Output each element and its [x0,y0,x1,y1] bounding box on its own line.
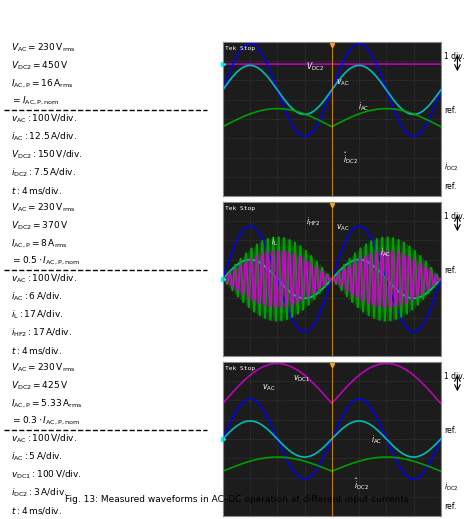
Text: Tek Stop: Tek Stop [225,366,255,371]
Text: $v_{\mathrm{AC}}$: $v_{\mathrm{AC}}$ [336,223,350,233]
Text: $v_{\mathrm{AC}}\mathrm{: 100\,V/div.}$: $v_{\mathrm{AC}}\mathrm{: 100\,V/div.}$ [11,113,77,125]
Text: $i_{\mathrm{HF2}}$: $i_{\mathrm{HF2}}$ [306,216,320,228]
Text: $= 0.3 \cdot I_{\mathrm{AC,P,nom}}$: $= 0.3 \cdot I_{\mathrm{AC,P,nom}}$ [11,415,80,427]
Text: $i_{\mathrm{DC2}}\mathrm{: 3\,A/div.}$: $i_{\mathrm{DC2}}\mathrm{: 3\,A/div.}$ [11,486,67,499]
Text: $V_{\mathrm{AC}} = 230\,\mathrm{V_{rms}}$: $V_{\mathrm{AC}} = 230\,\mathrm{V_{rms}}… [11,201,76,214]
Text: $v_{\mathrm{DC1}}\mathrm{: 100\,V/div.}$: $v_{\mathrm{DC1}}\mathrm{: 100\,V/div.}$ [11,468,82,481]
Text: $V_{\mathrm{AC}} = 230\,\mathrm{V_{rms}}$: $V_{\mathrm{AC}} = 230\,\mathrm{V_{rms}}… [11,362,76,374]
Text: $V_{\mathrm{DC2}} = 425\,\mathrm{V}$: $V_{\mathrm{DC2}} = 425\,\mathrm{V}$ [11,379,68,392]
Text: 1 div.: 1 div. [444,52,465,61]
Text: $v_{\mathrm{AC}}$: $v_{\mathrm{AC}}$ [336,78,350,88]
Text: 1 div.: 1 div. [444,212,465,221]
Text: $i_{\mathrm{AC}}$: $i_{\mathrm{AC}}$ [371,433,382,446]
Text: $v_{\mathrm{AC}}\mathrm{: 100\,V/div.}$: $v_{\mathrm{AC}}\mathrm{: 100\,V/div.}$ [11,272,77,285]
Text: Tek Stop: Tek Stop [225,46,255,51]
Text: $i_{\mathrm{DC2}}$: $i_{\mathrm{DC2}}$ [444,161,459,173]
Text: $i_{\mathrm{L}}\mathrm{: 17\,A/div.}$: $i_{\mathrm{L}}\mathrm{: 17\,A/div.}$ [11,308,63,321]
Text: ref.: ref. [444,427,456,435]
Text: $V_{\mathrm{DC2}}\mathrm{: 150\,V/div.}$: $V_{\mathrm{DC2}}\mathrm{: 150\,V/div.}$ [11,148,82,161]
Text: ref.: ref. [444,106,456,115]
Text: $I_{\mathrm{AC,P}} = 8\,\mathrm{A_{rms}}$: $I_{\mathrm{AC,P}} = 8\,\mathrm{A_{rms}}… [11,237,68,250]
Text: $v_{\mathrm{DC1}}$: $v_{\mathrm{DC1}}$ [292,373,310,384]
Text: $i_{\mathrm{DC2}}\mathrm{: 7.5\,A/div.}$: $i_{\mathrm{DC2}}\mathrm{: 7.5\,A/div.}$ [11,166,76,179]
Text: $V_{\mathrm{DC2}}$: $V_{\mathrm{DC2}}$ [306,60,324,73]
Text: $I_{\mathrm{AC,P}} = 16\,\mathrm{A_{rms}}$: $I_{\mathrm{AC,P}} = 16\,\mathrm{A_{rms}… [11,77,73,89]
Text: $V_{\mathrm{AC}} = 230\,\mathrm{V_{rms}}$: $V_{\mathrm{AC}} = 230\,\mathrm{V_{rms}}… [11,42,76,54]
Text: $V_{\mathrm{DC2}} = 450\,\mathrm{V}$: $V_{\mathrm{DC2}} = 450\,\mathrm{V}$ [11,59,68,72]
Text: $i_{\mathrm{AC}}\mathrm{: 5\,A/div.}$: $i_{\mathrm{AC}}\mathrm{: 5\,A/div.}$ [11,450,63,463]
Text: ref.: ref. [444,182,456,190]
Text: $i_{\mathrm{AC}}$: $i_{\mathrm{AC}}$ [358,101,369,113]
Text: $V_{\mathrm{DC2}} = 370\,\mathrm{V}$: $V_{\mathrm{DC2}} = 370\,\mathrm{V}$ [11,220,68,232]
Text: $i_{\mathrm{L}}$: $i_{\mathrm{L}}$ [271,236,278,249]
Text: $t\mathrm{: 4\,ms/div.}$: $t\mathrm{: 4\,ms/div.}$ [11,185,62,196]
Text: $i_{\mathrm{AC}}\mathrm{: 12.5\,A/div.}$: $i_{\mathrm{AC}}\mathrm{: 12.5\,A/div.}$ [11,130,77,143]
Text: $t\mathrm{: 4\,ms/div.}$: $t\mathrm{: 4\,ms/div.}$ [11,345,62,356]
Text: $\hat{i}_{\mathrm{DC2}}$: $\hat{i}_{\mathrm{DC2}}$ [354,476,369,492]
Text: 1 div.: 1 div. [444,372,465,381]
Text: $v_{\mathrm{AC}}$: $v_{\mathrm{AC}}$ [262,383,275,393]
Text: $v_{\mathrm{AC}}\mathrm{: 100\,V/div.}$: $v_{\mathrm{AC}}\mathrm{: 100\,V/div.}$ [11,433,77,445]
Text: $= I_{\mathrm{AC,P,nom}}$: $= I_{\mathrm{AC,P,nom}}$ [11,95,59,107]
Text: $\hat{i}_{\mathrm{DC2}}$: $\hat{i}_{\mathrm{DC2}}$ [343,150,358,166]
Text: Tek Stop: Tek Stop [225,206,255,211]
Text: Fig. 13: Measured waveforms in AC–DC operation at different input currents: Fig. 13: Measured waveforms in AC–DC ope… [65,495,409,504]
Text: $i_{\mathrm{HF2}}\mathrm{: 17\,A/div.}$: $i_{\mathrm{HF2}}\mathrm{: 17\,A/div.}$ [11,326,72,338]
Text: $t\mathrm{: 4\,ms/div.}$: $t\mathrm{: 4\,ms/div.}$ [11,504,62,515]
Text: $i_{\mathrm{AC}}$: $i_{\mathrm{AC}}$ [380,247,391,259]
Text: $i_{\mathrm{DC2}}$: $i_{\mathrm{DC2}}$ [444,481,459,493]
Text: $= 0.5 \cdot I_{\mathrm{AC,P,nom}}$: $= 0.5 \cdot I_{\mathrm{AC,P,nom}}$ [11,255,80,267]
Text: ref.: ref. [444,502,456,511]
Text: $I_{\mathrm{AC,P}} = 5.33\,\mathrm{A_{rms}}$: $I_{\mathrm{AC,P}} = 5.33\,\mathrm{A_{rm… [11,397,82,409]
Text: ref.: ref. [444,266,456,276]
Text: $i_{\mathrm{AC}}\mathrm{: 6\,A/div.}$: $i_{\mathrm{AC}}\mathrm{: 6\,A/div.}$ [11,291,63,303]
